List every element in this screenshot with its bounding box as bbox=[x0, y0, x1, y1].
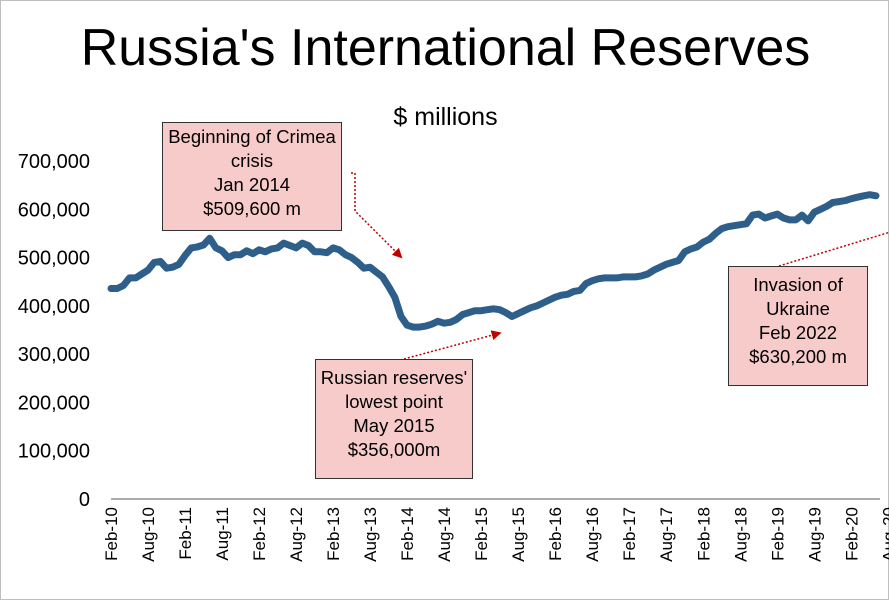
x-tick-label: Feb-14 bbox=[398, 507, 417, 561]
annotation-line: crisis bbox=[230, 150, 274, 171]
x-tick-label: Aug-15 bbox=[509, 507, 528, 562]
x-tick-label: Aug-20 bbox=[879, 507, 889, 562]
annotation-arrow-crimea bbox=[351, 172, 403, 259]
annotation-line: Ukraine bbox=[766, 298, 830, 319]
y-tick-label: 500,000 bbox=[18, 248, 90, 270]
x-tick-label: Aug-18 bbox=[731, 507, 750, 562]
annotation-line: $509,600 m bbox=[203, 198, 301, 219]
x-tick-label: Aug-19 bbox=[805, 507, 824, 562]
y-tick-label: 200,000 bbox=[18, 392, 90, 414]
x-tick-label: Feb-16 bbox=[546, 507, 565, 561]
annotation-arrows bbox=[351, 172, 889, 360]
y-tick-label: 700,000 bbox=[18, 151, 90, 173]
y-tick-label: 100,000 bbox=[18, 441, 90, 463]
annotation-line: Jan 2014 bbox=[213, 174, 291, 195]
annotation-lowest-point: Russian reserves' lowest point May 2015 … bbox=[315, 359, 473, 479]
x-tick-label: Aug-10 bbox=[139, 507, 158, 562]
annotation-invasion: Invasion of Ukraine Feb 2022 $630,200 m bbox=[728, 266, 868, 386]
x-tick-label: Feb-13 bbox=[324, 507, 343, 561]
y-tick-labels: 700,000 600,000 500,000 400,000 300,000 200,0… bbox=[18, 151, 90, 511]
x-tick-label: Feb-11 bbox=[176, 507, 195, 560]
x-tick-label: Aug-11 bbox=[213, 507, 232, 561]
x-tick-label: Aug-13 bbox=[361, 507, 380, 562]
x-tick-label: Feb-19 bbox=[768, 507, 787, 561]
annotation-crimea: Beginning of Crimea crisis Jan 2014 $509… bbox=[162, 122, 342, 231]
annotation-line: $630,200 m bbox=[749, 346, 847, 367]
x-tick-label: Feb-12 bbox=[250, 507, 269, 561]
x-tick-label: Aug-16 bbox=[583, 507, 602, 562]
x-tick-label: Feb-15 bbox=[472, 507, 491, 561]
annotation-arrow-invasion bbox=[778, 231, 889, 267]
chart-title: Russia's International Reserves bbox=[80, 19, 811, 77]
y-tick-label: 400,000 bbox=[18, 296, 90, 318]
y-tick-label: 300,000 bbox=[18, 344, 90, 366]
annotation-line: Russian reserves' bbox=[320, 367, 468, 388]
x-tick-label: Feb-18 bbox=[694, 507, 713, 561]
series-lines bbox=[107, 191, 880, 331]
x-tick-label: Aug-17 bbox=[657, 507, 676, 562]
x-tick-label: Aug-12 bbox=[287, 507, 306, 562]
chart-subtitle: $ millions bbox=[393, 103, 498, 131]
series-line-reserves bbox=[107, 191, 880, 331]
annotation-line: lowest point bbox=[345, 391, 443, 412]
annotation-line: May 2015 bbox=[353, 415, 435, 436]
y-tick-label: 0 bbox=[79, 489, 90, 511]
annotation-line: $356,000m bbox=[347, 439, 441, 460]
x-tick-label: Feb-20 bbox=[842, 507, 861, 561]
x-tick-label: Feb-17 bbox=[620, 507, 639, 561]
annotation-line: Invasion of bbox=[753, 274, 843, 295]
annotation-line: Feb 2022 bbox=[758, 322, 838, 343]
annotation-arrow-lowest bbox=[403, 330, 502, 360]
x-tick-labels: Feb-10 Aug-10 Feb-11 Aug-11 Feb-12 Aug-12 Feb-… bbox=[102, 507, 889, 562]
x-tick-label: Aug-14 bbox=[435, 507, 454, 562]
y-tick-label: 600,000 bbox=[18, 199, 90, 221]
x-tick-label: Feb-10 bbox=[102, 507, 121, 561]
annotation-line: Beginning of Crimea bbox=[168, 126, 336, 147]
